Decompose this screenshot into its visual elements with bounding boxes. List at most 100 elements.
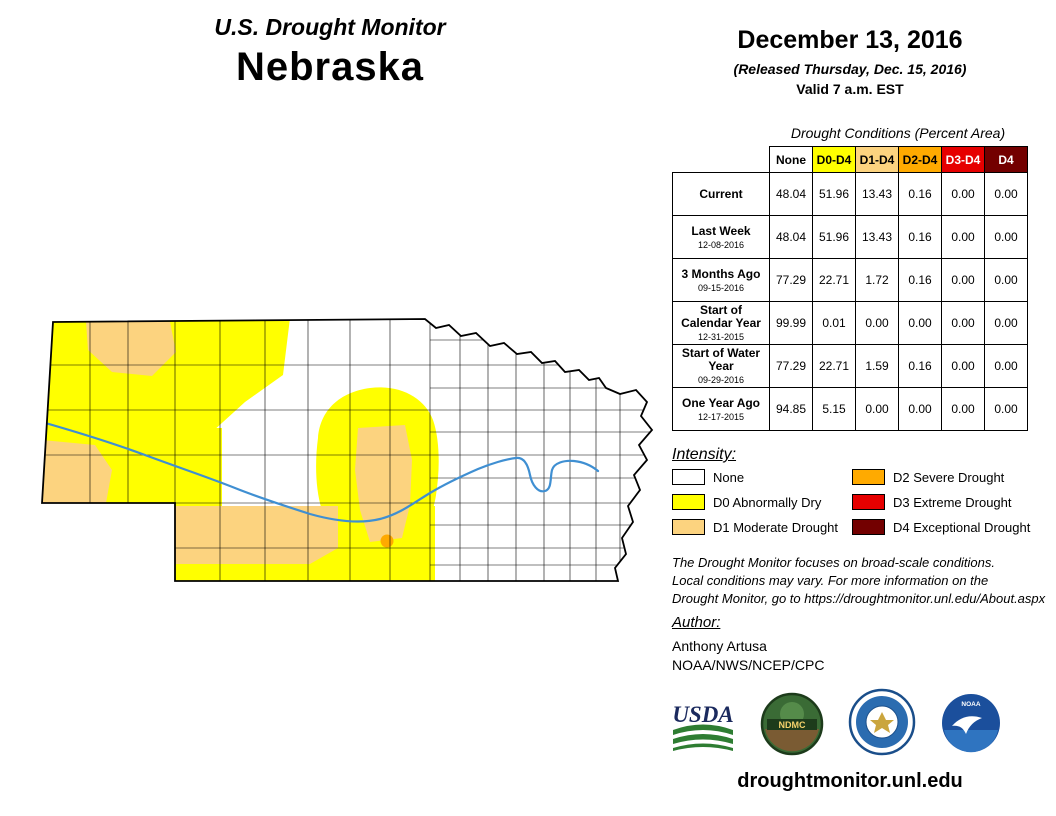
none-swatch	[672, 469, 705, 485]
noaa-logo: NOAA	[940, 692, 1002, 759]
col-header-d0d4: D0-D4	[812, 146, 856, 173]
table-cell: 0.16	[898, 344, 942, 388]
table-cell: 0.00	[984, 215, 1028, 259]
d1-swatch	[672, 519, 705, 535]
disclaimer-line: The Drought Monitor focuses on broad-sca…	[672, 555, 996, 570]
author-title: Author:	[672, 614, 721, 631]
table-row-start-calendar-year: Start of Calendar Year 12-31-2015 99.99 …	[672, 301, 1028, 345]
state-outline	[41, 318, 654, 582]
table-cell: 0.00	[898, 301, 942, 345]
valid-time: Valid 7 a.m. EST	[796, 81, 904, 97]
legend-item-d2: D2 Severe Drought	[852, 468, 1004, 486]
col-header-d4: D4	[984, 146, 1028, 173]
ndmc-logo: NDMC	[760, 692, 824, 761]
row-label: 3 Months Ago	[681, 266, 761, 281]
table-cell: 0.00	[941, 387, 985, 431]
state-name: Nebraska	[235, 45, 425, 89]
table-cell: 0.00	[941, 172, 985, 216]
d1-region-west-edge	[42, 440, 112, 503]
d2-spot	[380, 534, 394, 548]
row-label: Current	[699, 186, 743, 201]
table-cell: 0.00	[941, 301, 985, 345]
col-header-none: None	[769, 146, 813, 173]
drought-conditions-table: None D0-D4 D1-D4 D2-D4 D3-D4 D4 Current …	[672, 146, 1028, 431]
table-cell: 1.59	[855, 344, 899, 388]
col-header-d3d4: D3-D4	[941, 146, 985, 173]
table-cell: 0.00	[984, 172, 1028, 216]
row-date: 09-15-2016	[697, 282, 745, 293]
release-date: (Released Thursday, Dec. 15, 2016)	[733, 61, 967, 77]
platte-river-line	[42, 420, 600, 523]
col-header-d1d4: D1-D4	[855, 146, 899, 173]
ndmc-logo-icon: NDMC	[760, 692, 824, 756]
table-cell: 0.16	[898, 258, 942, 302]
table-cell: 77.29	[769, 258, 813, 302]
col-header-d2d4: D2-D4	[898, 146, 942, 173]
noaa-logo-text: NOAA	[961, 701, 980, 708]
table-cell: 0.00	[984, 301, 1028, 345]
table-caption: Drought Conditions (Percent Area)	[790, 125, 1006, 141]
date-block: December 13, 2016 (Released Thursday, De…	[672, 26, 1028, 97]
county-grid-west	[42, 319, 652, 581]
table-cell: 0.00	[898, 387, 942, 431]
legend-item-d4: D4 Exceptional Drought	[852, 518, 1030, 536]
table-cell: 51.96	[812, 172, 856, 216]
noaa-logo-icon: NOAA	[942, 694, 1000, 753]
usda-logo-text: USDA	[672, 702, 733, 727]
table-cell: 0.00	[984, 344, 1028, 388]
table-row-current: Current 48.04 51.96 13.43 0.16 0.00 0.00	[672, 172, 1028, 216]
disclaimer: The Drought Monitor focuses on broad-sca…	[672, 554, 1045, 608]
table-cell: 0.00	[941, 258, 985, 302]
report-title: U.S. Drought Monitor	[214, 14, 446, 40]
author-org: NOAA/NWS/NCEP/CPC	[672, 657, 825, 673]
table-cell: 51.96	[812, 215, 856, 259]
table-cell: 0.00	[984, 387, 1028, 431]
d0-swatch	[672, 494, 705, 510]
table-cell: 0.00	[941, 344, 985, 388]
row-label: One Year Ago	[681, 395, 761, 410]
table-cell: 0.00	[941, 215, 985, 259]
row-label: Last Week	[691, 223, 751, 238]
table-cell: 77.29	[769, 344, 813, 388]
table-cell: 0.16	[898, 215, 942, 259]
table-cell: 0.16	[898, 172, 942, 216]
d3-swatch	[852, 494, 885, 510]
table-cell: 0.00	[855, 387, 899, 431]
table-cell: 48.04	[769, 172, 813, 216]
table-cell: 48.04	[769, 215, 813, 259]
legend-label: None	[713, 469, 745, 485]
legend-label: D1 Moderate Drought	[713, 519, 839, 535]
table-cell: 13.43	[855, 215, 899, 259]
legend-item-d1: D1 Moderate Drought	[672, 518, 838, 536]
usda-logo-icon: USDA	[672, 702, 734, 751]
disclaimer-line: Drought Monitor, go to https://droughtmo…	[672, 591, 1046, 606]
table-cell: 99.99	[769, 301, 813, 345]
legend-label: D0 Abnormally Dry	[713, 494, 822, 510]
legend-label: D3 Extreme Drought	[893, 494, 1012, 510]
nebraska-map-svg	[41, 318, 654, 582]
table-cell: 0.00	[855, 301, 899, 345]
usda-swoosh-2	[673, 734, 733, 744]
row-label: Start of Water Year	[681, 346, 761, 373]
row-date: 12-08-2016	[697, 239, 745, 250]
table-cell: 0.01	[812, 301, 856, 345]
d2-swatch	[852, 469, 885, 485]
usda-swoosh-3	[673, 743, 733, 751]
table-header-row: None D0-D4 D1-D4 D2-D4 D3-D4 D4	[672, 146, 1028, 173]
d1-region-northwest	[86, 322, 176, 376]
legend-title: Intensity:	[672, 446, 737, 463]
d4-swatch	[852, 519, 885, 535]
nebraska-drought-map	[40, 310, 660, 600]
header-blank-cell	[672, 146, 770, 173]
legend-item-none: None	[672, 468, 744, 486]
disclaimer-line: Local conditions may vary. For more info…	[672, 573, 989, 588]
table-cell: 94.85	[769, 387, 813, 431]
ndmc-logo-text: NDMC	[779, 720, 806, 730]
report-date: December 13, 2016	[737, 26, 963, 54]
table-row-3-months-ago: 3 Months Ago 09-15-2016 77.29 22.71 1.72…	[672, 258, 1028, 302]
legend-label: D4 Exceptional Drought	[893, 519, 1031, 535]
table-cell: 22.71	[812, 258, 856, 302]
title-block: U.S. Drought Monitor Nebraska	[80, 14, 580, 90]
usda-logo: USDA	[670, 698, 736, 759]
